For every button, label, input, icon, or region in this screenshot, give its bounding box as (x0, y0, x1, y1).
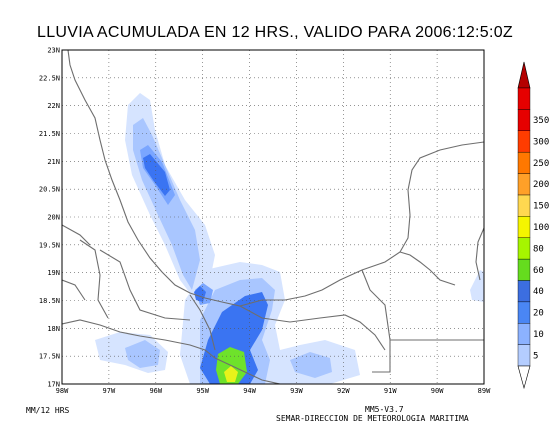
colorbar-label: 350 (533, 116, 549, 126)
lat-tick-label: 17.5N (39, 353, 60, 361)
colorbar-swatch (517, 151, 531, 174)
colorbar-swatch (517, 323, 531, 345)
colorbar-label: 40 (533, 287, 544, 297)
lat-tick-label: 22N (47, 102, 60, 110)
colorbar-swatch (517, 344, 531, 367)
colorbar-swatch (517, 258, 531, 281)
latitude-ticks: 17N 17.5N 18N 18.5N 19N 19.5N 20N 20.5N 21N 21.5N… (39, 47, 60, 389)
colorbar-swatch (517, 216, 531, 238)
lat-tick-label: 17N (47, 381, 60, 389)
colorbar-label: 20 (533, 309, 544, 319)
yucatan-east-coast (475, 227, 484, 281)
state-border-1 (79, 239, 109, 319)
rain-area-blue-north (143, 154, 170, 196)
rain-area-blue-central (200, 292, 268, 384)
state-border-10 (62, 279, 86, 301)
colorbar-swatch (517, 194, 531, 217)
state-border-8 (372, 340, 391, 373)
credit-label: SEMAR-DIRECCION DE METEOROLOGIA MARITIMA (276, 414, 469, 423)
lon-tick-label: 94W (243, 387, 256, 395)
colorbar-label: 10 (533, 330, 544, 340)
state-border-6 (399, 251, 456, 286)
colorbar-label: 200 (533, 180, 549, 190)
lat-tick-label: 18.5N (39, 297, 60, 305)
rain-area-light-east (470, 270, 484, 302)
longitude-ticks: 98W 97W 96W 95W 94W 93W 92W 91W 90W 89W (56, 387, 491, 395)
colorbar-label: 250 (533, 159, 549, 169)
colorbar-swatch (517, 280, 531, 303)
lat-tick-label: 22.5N (39, 74, 60, 82)
lon-tick-label: 97W (103, 387, 116, 395)
lon-tick-label: 96W (149, 387, 162, 395)
colorbar-label: 150 (533, 202, 549, 212)
colorbar-swatch (517, 109, 531, 131)
gulf-coastline (67, 50, 484, 307)
state-border-2 (99, 249, 191, 321)
colorbar-swatch (517, 301, 531, 324)
lat-tick-label: 20.5N (39, 186, 60, 194)
lat-tick-label: 18N (47, 325, 60, 333)
rain-area-light2-sw (125, 340, 160, 368)
colorbar-swatch (517, 173, 531, 196)
units-label: MM/12 HRS (26, 406, 70, 415)
lon-tick-label: 95W (196, 387, 209, 395)
colorbar-max-arrow (517, 61, 531, 89)
lon-tick-label: 90W (431, 387, 444, 395)
lat-tick-label: 19.5N (39, 241, 60, 249)
lat-tick-label: 21N (47, 158, 60, 166)
colorbar-label: 80 (533, 244, 544, 254)
state-border-3 (189, 294, 216, 351)
state-border-4 (239, 305, 386, 351)
rain-area-light2-north (133, 118, 200, 290)
pacific-coastline (62, 319, 281, 384)
lat-tick-label: 20N (47, 214, 60, 222)
lon-tick-label: 89W (478, 387, 491, 395)
rain-area-light2-se (290, 352, 332, 378)
colorbar-swatch (517, 237, 531, 260)
colorbar-swatch (517, 87, 531, 110)
lon-tick-label: 93W (290, 387, 303, 395)
map-title: LLUVIA ACUMULADA EN 12 HRS., VALIDO PARA… (37, 24, 513, 41)
colorbar-label: 60 (533, 266, 544, 276)
model-label: MM5-V3.7 (365, 405, 404, 414)
lat-tick-label: 21.5N (39, 130, 60, 138)
state-border-9 (62, 224, 91, 246)
colorbar-min-arrow (517, 365, 531, 390)
colorbar: 5 10 20 40 60 80 100 150 200 250 300 350 (517, 61, 549, 390)
colorbar-label: 5 (533, 351, 538, 361)
coastlines (62, 50, 484, 384)
state-border-5 (361, 269, 391, 341)
rain-area-blue-small (194, 286, 206, 302)
lon-tick-label: 91W (384, 387, 397, 395)
rainfall-field (95, 93, 484, 384)
colorbar-label: 300 (533, 137, 549, 147)
map-frame (61, 49, 485, 385)
rain-area-yellow (224, 366, 238, 382)
colorbar-label: 100 (533, 223, 549, 233)
lat-tick-label: 23N (47, 47, 60, 55)
lat-tick-label: 19N (47, 269, 60, 277)
colorbar-swatch (517, 130, 531, 153)
lon-tick-label: 92W (337, 387, 350, 395)
lon-tick-label: 98W (56, 387, 69, 395)
